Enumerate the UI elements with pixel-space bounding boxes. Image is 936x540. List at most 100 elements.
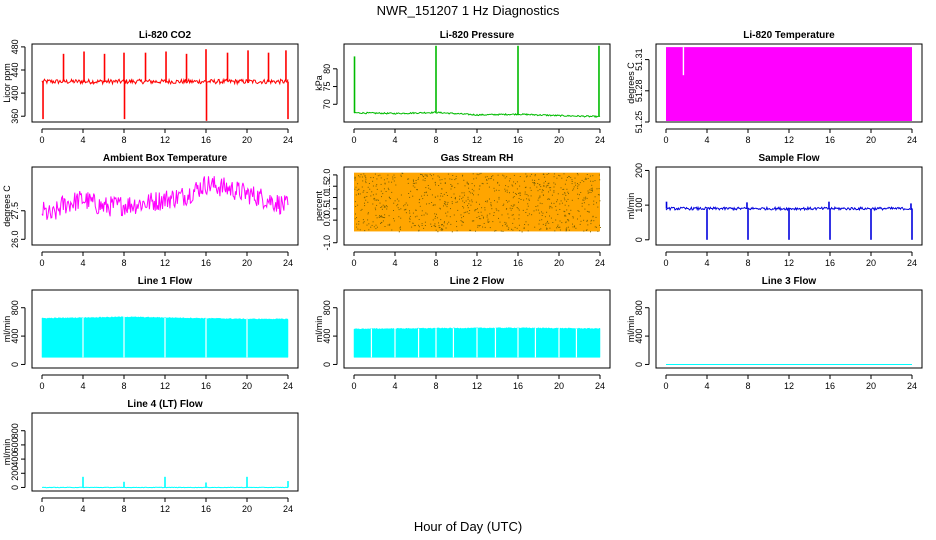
data-point (430, 223, 432, 225)
y-tick-label: 360 (10, 109, 20, 124)
data-point (381, 208, 383, 210)
data-point (421, 174, 423, 175)
data-point (507, 213, 509, 215)
data-point (479, 185, 481, 187)
data-point (432, 205, 434, 206)
y-tick-label: 600 (10, 437, 20, 452)
data-point (550, 206, 552, 208)
data-point (539, 196, 541, 198)
data-point (539, 189, 541, 190)
data-point (528, 198, 530, 200)
data-point (382, 204, 384, 206)
y-tick-label: 800 (634, 300, 644, 315)
x-tick-label: 20 (242, 135, 252, 145)
data-point (440, 229, 442, 231)
data-point (365, 177, 367, 179)
panel-title: Line 2 Flow (450, 276, 505, 287)
panel-title: Li-820 CO2 (139, 30, 192, 41)
data-point (534, 175, 536, 177)
data-point (380, 183, 382, 185)
data-point (423, 227, 425, 229)
plot-frame (655, 289, 923, 369)
data-point (364, 205, 366, 207)
data-point (590, 192, 592, 193)
data-point (599, 224, 600, 226)
data-point (580, 220, 582, 222)
data-point (440, 219, 442, 221)
data-point (572, 216, 574, 218)
data-point (530, 195, 532, 197)
data-point (471, 220, 473, 222)
data-point (538, 197, 540, 199)
data-point (486, 200, 488, 202)
data-point (382, 216, 383, 218)
data-point (581, 179, 583, 181)
data-point (543, 185, 545, 187)
y-tick-label: 51.28 (634, 80, 644, 103)
data-point (385, 205, 387, 207)
data-point (485, 200, 486, 202)
data-point (596, 226, 597, 228)
data-point (354, 201, 356, 203)
data-point (484, 209, 486, 211)
data-point (543, 182, 545, 184)
data-point (502, 225, 504, 227)
data-point (355, 206, 357, 207)
data-point (516, 181, 518, 183)
data-point (380, 222, 382, 224)
x-tick-label: 24 (595, 381, 605, 391)
data-point (511, 208, 513, 209)
data-point (476, 217, 478, 218)
data-point (568, 176, 570, 178)
data-point (358, 223, 360, 225)
data-point (583, 202, 585, 204)
data-point (455, 197, 456, 199)
data-point (483, 223, 485, 224)
data-point (473, 194, 474, 196)
data-point (372, 180, 374, 182)
data-point (526, 208, 528, 210)
data-point (540, 186, 542, 188)
data-point (490, 202, 492, 204)
data-point (444, 203, 446, 205)
data-point (362, 222, 364, 224)
data-point (457, 183, 459, 185)
data-point (592, 180, 594, 182)
data-point (564, 193, 566, 195)
data-point (481, 214, 483, 216)
data-point (411, 226, 413, 228)
data-point (575, 227, 577, 229)
data-point (510, 209, 512, 211)
data-point (566, 177, 568, 178)
data-point (568, 175, 570, 177)
data-point (355, 194, 357, 196)
data-point (423, 194, 425, 196)
x-tick-label: 16 (513, 135, 523, 145)
data-point (386, 206, 388, 208)
data-point (413, 180, 414, 182)
data-point (586, 210, 588, 212)
data-point (538, 178, 540, 180)
data-point (518, 192, 520, 194)
data-point (525, 212, 527, 213)
data-point (462, 221, 464, 223)
y-axis-label: degrees C (2, 185, 12, 227)
data-point (546, 228, 548, 230)
x-tick-label: 12 (160, 381, 170, 391)
data-point (565, 195, 567, 196)
data-point (479, 173, 481, 175)
data-point (409, 196, 411, 198)
data-point (400, 208, 402, 210)
data-point (434, 225, 436, 227)
data-point (559, 220, 561, 222)
data-point (490, 204, 492, 206)
data-point (436, 217, 438, 219)
data-point (549, 227, 551, 229)
data-point (512, 222, 514, 224)
x-tick-label: 4 (704, 381, 709, 391)
data-point (537, 183, 539, 184)
data-point (394, 177, 396, 179)
data-point (404, 209, 406, 211)
data-point (542, 223, 544, 225)
data-point (523, 228, 525, 229)
